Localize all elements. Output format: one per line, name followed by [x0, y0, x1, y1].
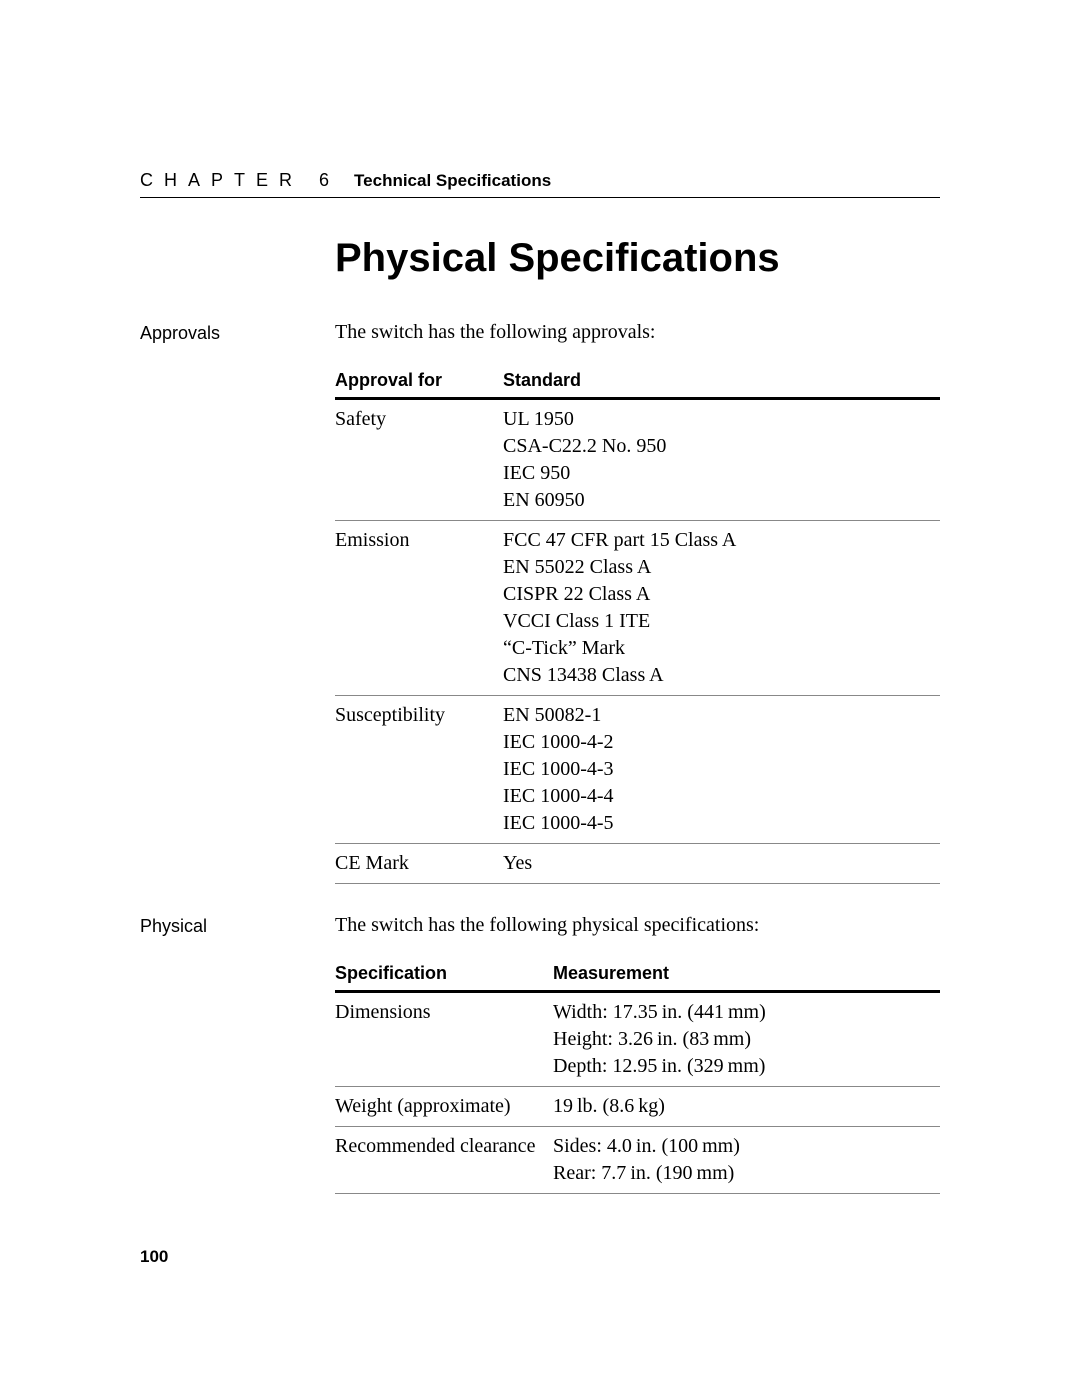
physical-side-label: Physical — [140, 914, 335, 937]
page: CHAPTER 6 Technical Specifications Physi… — [0, 0, 1080, 1397]
table-row: Weight (approximate)19 lb. (8.6 kg) — [335, 1087, 940, 1127]
table-row: DimensionsWidth: 17.35 in. (441 mm)Heigh… — [335, 992, 940, 1087]
approvals-tbody: SafetyUL 1950CSA-C22.2 No. 950IEC 950EN … — [335, 399, 940, 884]
table-row: SusceptibilityEN 50082-1IEC 1000-4-2IEC … — [335, 696, 940, 844]
cell-value-line: CSA-C22.2 No. 950 — [503, 433, 932, 460]
cell-value-line: Yes — [503, 850, 932, 877]
physical-body: The switch has the following physical sp… — [335, 914, 940, 1194]
cell-value-line: IEC 1000-4-2 — [503, 729, 932, 756]
section-title: Technical Specifications — [354, 171, 551, 191]
cell-value-line: IEC 1000-4-4 — [503, 783, 932, 810]
cell-label: Dimensions — [335, 992, 553, 1087]
table-row: SafetyUL 1950CSA-C22.2 No. 950IEC 950EN … — [335, 399, 940, 521]
cell-value: Sides: 4.0 in. (100 mm)Rear: 7.7 in. (19… — [553, 1127, 940, 1194]
cell-value: Width: 17.35 in. (441 mm)Height: 3.26 in… — [553, 992, 940, 1087]
cell-value: UL 1950CSA-C22.2 No. 950IEC 950EN 60950 — [503, 399, 940, 521]
cell-value: FCC 47 CFR part 15 Class AEN 55022 Class… — [503, 521, 940, 696]
approvals-table: Approval for Standard SafetyUL 1950CSA-C… — [335, 366, 940, 884]
running-head: CHAPTER 6 Technical Specifications — [140, 170, 940, 198]
cell-value-line: IEC 950 — [503, 460, 932, 487]
cell-label: CE Mark — [335, 844, 503, 884]
cell-value-line: IEC 1000-4-3 — [503, 756, 932, 783]
cell-value-line: Sides: 4.0 in. (100 mm) — [553, 1133, 932, 1160]
physical-tbody: DimensionsWidth: 17.35 in. (441 mm)Heigh… — [335, 992, 940, 1194]
approvals-col2-header: Standard — [503, 366, 940, 399]
physical-block: Physical The switch has the following ph… — [140, 914, 940, 1194]
page-title: Physical Specifications — [335, 236, 940, 281]
approvals-intro: The switch has the following approvals: — [335, 321, 940, 344]
cell-label: Safety — [335, 399, 503, 521]
physical-col1-header: Specification — [335, 959, 553, 992]
cell-value-line: Height: 3.26 in. (83 mm) — [553, 1026, 932, 1053]
chapter-label: CHAPTER 6 — [140, 170, 340, 191]
cell-value-line: EN 55022 Class A — [503, 554, 932, 581]
approvals-block: Approvals The switch has the following a… — [140, 321, 940, 884]
cell-value-line: “C-Tick” Mark — [503, 635, 932, 662]
cell-value-line: CISPR 22 Class A — [503, 581, 932, 608]
cell-value-line: CNS 13438 Class A — [503, 662, 932, 689]
cell-label: Recommended clearance — [335, 1127, 553, 1194]
cell-value-line: 19 lb. (8.6 kg) — [553, 1093, 932, 1120]
cell-value-line: Rear: 7.7 in. (190 mm) — [553, 1160, 932, 1187]
cell-value-line: UL 1950 — [503, 406, 932, 433]
cell-value-line: EN 60950 — [503, 487, 932, 514]
cell-value-line: FCC 47 CFR part 15 Class A — [503, 527, 932, 554]
cell-value-line: VCCI Class 1 ITE — [503, 608, 932, 635]
cell-label: Susceptibility — [335, 696, 503, 844]
cell-value: Yes — [503, 844, 940, 884]
approvals-side-label: Approvals — [140, 321, 335, 344]
cell-label: Weight (approximate) — [335, 1087, 553, 1127]
approvals-col1-header: Approval for — [335, 366, 503, 399]
cell-value: 19 lb. (8.6 kg) — [553, 1087, 940, 1127]
table-row: Recommended clearanceSides: 4.0 in. (100… — [335, 1127, 940, 1194]
cell-value-line: EN 50082-1 — [503, 702, 932, 729]
page-number: 100 — [140, 1247, 168, 1267]
physical-col2-header: Measurement — [553, 959, 940, 992]
table-row: EmissionFCC 47 CFR part 15 Class AEN 550… — [335, 521, 940, 696]
cell-value-line: IEC 1000-4-5 — [503, 810, 932, 837]
approvals-body: The switch has the following approvals: … — [335, 321, 940, 884]
cell-label: Emission — [335, 521, 503, 696]
cell-value: EN 50082-1IEC 1000-4-2IEC 1000-4-3IEC 10… — [503, 696, 940, 844]
physical-intro: The switch has the following physical sp… — [335, 914, 940, 937]
physical-table: Specification Measurement DimensionsWidt… — [335, 959, 940, 1194]
cell-value-line: Depth: 12.95 in. (329 mm) — [553, 1053, 932, 1080]
table-row: CE MarkYes — [335, 844, 940, 884]
cell-value-line: Width: 17.35 in. (441 mm) — [553, 999, 932, 1026]
